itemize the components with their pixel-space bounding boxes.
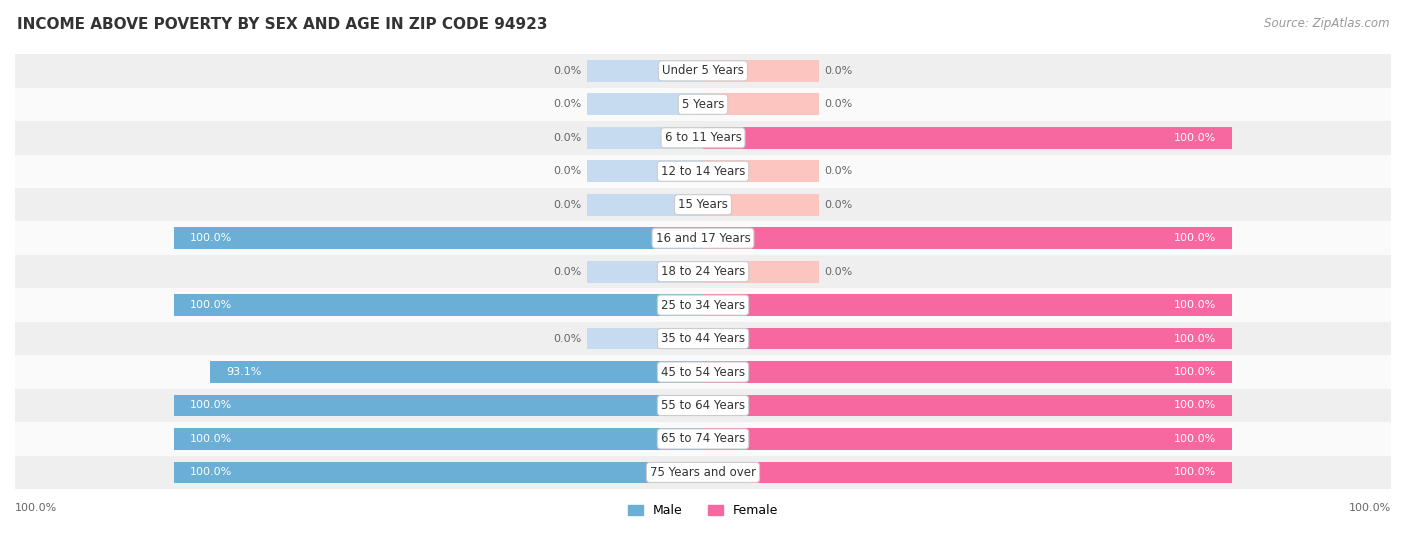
Text: 0.0%: 0.0% xyxy=(825,166,853,176)
Text: 0.0%: 0.0% xyxy=(553,133,581,143)
Bar xyxy=(586,260,703,282)
Bar xyxy=(703,228,1232,249)
Bar xyxy=(703,60,820,82)
Bar xyxy=(15,54,1391,88)
Bar xyxy=(174,462,703,484)
Text: 100.0%: 100.0% xyxy=(190,300,232,310)
Bar xyxy=(15,88,1391,121)
Bar xyxy=(703,127,1232,149)
Text: 0.0%: 0.0% xyxy=(553,200,581,210)
Bar xyxy=(586,93,703,115)
Text: 45 to 54 Years: 45 to 54 Years xyxy=(661,366,745,378)
Bar xyxy=(174,228,703,249)
Bar xyxy=(703,93,820,115)
Text: 100.0%: 100.0% xyxy=(1174,367,1216,377)
Text: 65 to 74 Years: 65 to 74 Years xyxy=(661,433,745,446)
Text: 100.0%: 100.0% xyxy=(190,233,232,243)
Text: Source: ZipAtlas.com: Source: ZipAtlas.com xyxy=(1264,17,1389,30)
Bar xyxy=(15,322,1391,356)
Bar xyxy=(15,188,1391,221)
Bar xyxy=(211,361,703,383)
Bar xyxy=(174,428,703,450)
Text: 100.0%: 100.0% xyxy=(1174,467,1216,477)
Bar xyxy=(703,361,1232,383)
Text: 18 to 24 Years: 18 to 24 Years xyxy=(661,265,745,278)
Legend: Male, Female: Male, Female xyxy=(623,499,783,522)
Bar xyxy=(15,389,1391,422)
Text: 100.0%: 100.0% xyxy=(15,503,58,513)
Text: 100.0%: 100.0% xyxy=(1174,434,1216,444)
Bar xyxy=(15,288,1391,322)
Text: 100.0%: 100.0% xyxy=(1348,503,1391,513)
Text: 100.0%: 100.0% xyxy=(190,434,232,444)
Text: 5 Years: 5 Years xyxy=(682,98,724,111)
Text: 0.0%: 0.0% xyxy=(553,100,581,110)
Text: 35 to 44 Years: 35 to 44 Years xyxy=(661,332,745,345)
Text: 0.0%: 0.0% xyxy=(553,334,581,344)
Text: 100.0%: 100.0% xyxy=(1174,233,1216,243)
Text: 100.0%: 100.0% xyxy=(1174,300,1216,310)
Text: 12 to 14 Years: 12 to 14 Years xyxy=(661,165,745,178)
Bar xyxy=(586,328,703,349)
Bar xyxy=(15,154,1391,188)
Text: 75 Years and over: 75 Years and over xyxy=(650,466,756,479)
Bar xyxy=(586,194,703,216)
Text: 0.0%: 0.0% xyxy=(553,166,581,176)
Text: 25 to 34 Years: 25 to 34 Years xyxy=(661,299,745,311)
Bar xyxy=(174,294,703,316)
Text: Under 5 Years: Under 5 Years xyxy=(662,64,744,77)
Bar xyxy=(15,422,1391,456)
Text: 6 to 11 Years: 6 to 11 Years xyxy=(665,131,741,144)
Bar xyxy=(15,221,1391,255)
Bar xyxy=(586,60,703,82)
Text: 100.0%: 100.0% xyxy=(1174,133,1216,143)
Text: INCOME ABOVE POVERTY BY SEX AND AGE IN ZIP CODE 94923: INCOME ABOVE POVERTY BY SEX AND AGE IN Z… xyxy=(17,17,547,32)
Text: 0.0%: 0.0% xyxy=(825,100,853,110)
Bar xyxy=(703,260,820,282)
Text: 100.0%: 100.0% xyxy=(1174,400,1216,410)
Text: 0.0%: 0.0% xyxy=(553,66,581,76)
Text: 0.0%: 0.0% xyxy=(553,267,581,277)
Bar xyxy=(703,194,820,216)
Bar xyxy=(703,160,820,182)
Text: 0.0%: 0.0% xyxy=(825,267,853,277)
Bar xyxy=(586,127,703,149)
Text: 0.0%: 0.0% xyxy=(825,200,853,210)
Bar xyxy=(15,121,1391,154)
Bar xyxy=(703,395,1232,416)
Text: 55 to 64 Years: 55 to 64 Years xyxy=(661,399,745,412)
Bar xyxy=(586,160,703,182)
Bar xyxy=(15,255,1391,288)
Text: 0.0%: 0.0% xyxy=(825,66,853,76)
Text: 100.0%: 100.0% xyxy=(190,467,232,477)
Text: 15 Years: 15 Years xyxy=(678,198,728,211)
Bar xyxy=(15,356,1391,389)
Bar xyxy=(703,428,1232,450)
Bar xyxy=(703,462,1232,484)
Bar xyxy=(15,456,1391,489)
Text: 100.0%: 100.0% xyxy=(1174,334,1216,344)
Text: 93.1%: 93.1% xyxy=(226,367,262,377)
Bar xyxy=(703,328,1232,349)
Bar xyxy=(174,395,703,416)
Bar xyxy=(703,294,1232,316)
Text: 16 and 17 Years: 16 and 17 Years xyxy=(655,231,751,245)
Text: 100.0%: 100.0% xyxy=(190,400,232,410)
